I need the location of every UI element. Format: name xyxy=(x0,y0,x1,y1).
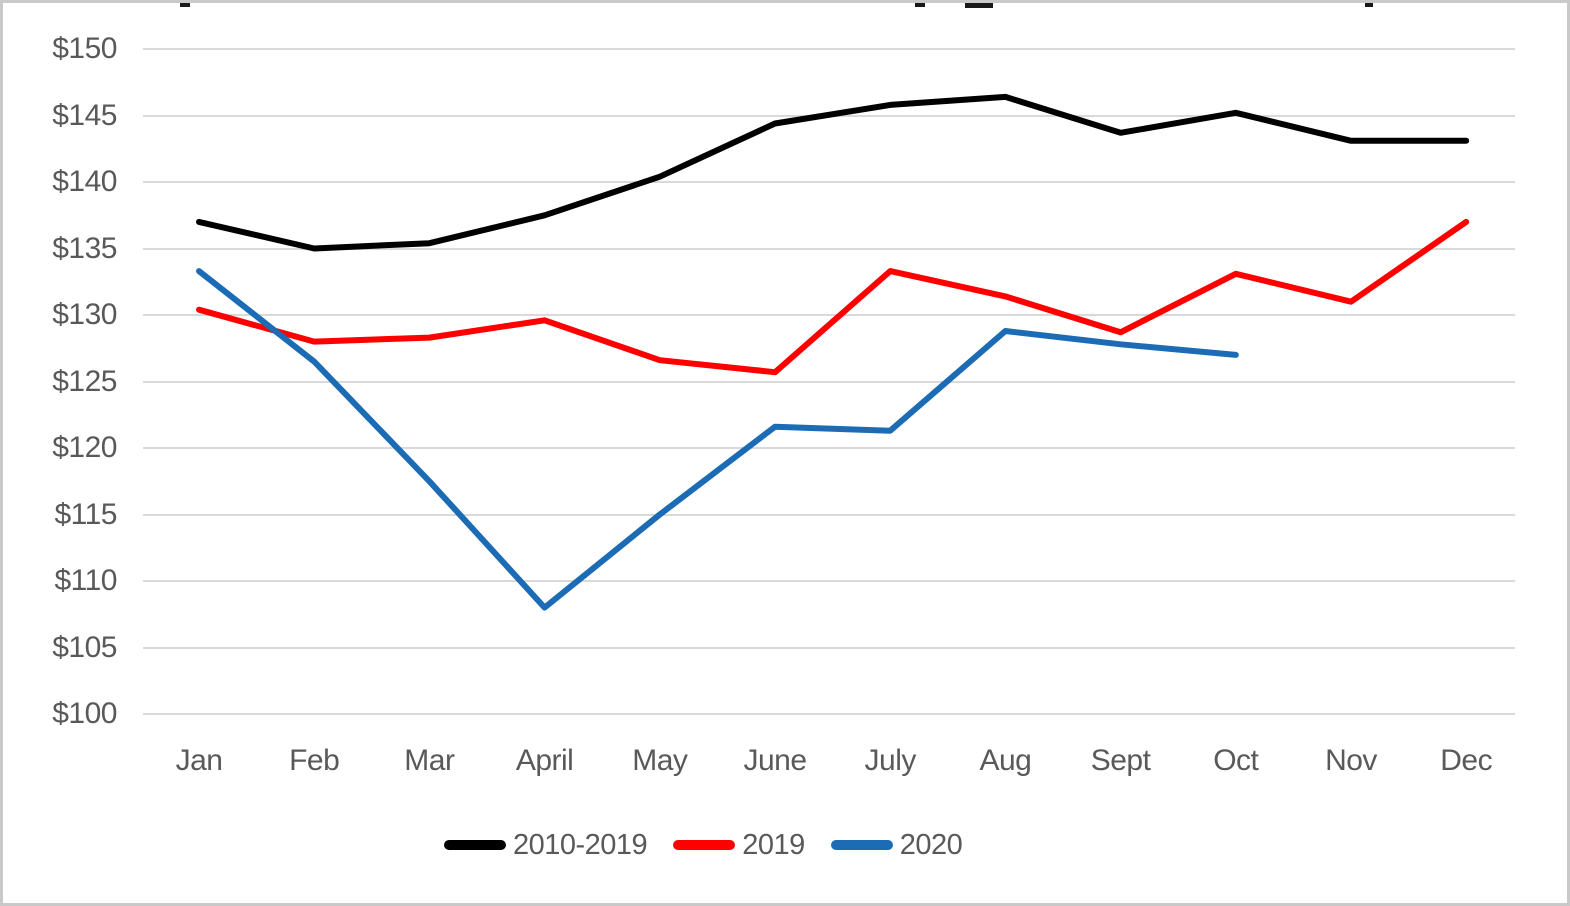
x-tick-label: Jan xyxy=(175,744,223,777)
legend-label: 2010-2019 xyxy=(513,829,648,861)
legend-swatch xyxy=(673,840,736,850)
gridline xyxy=(143,380,1515,383)
x-tick-label: April xyxy=(515,744,574,777)
y-tick-label: $130 xyxy=(52,298,117,331)
legend-item-2010-2019: 2010-2019 xyxy=(444,829,648,861)
legend-swatch xyxy=(444,840,506,850)
gridline xyxy=(143,48,1515,50)
gridline xyxy=(143,513,1515,516)
x-tick-label: Oct xyxy=(1213,744,1259,777)
cropped-title-fragment xyxy=(915,3,925,7)
gridline xyxy=(143,314,1515,316)
x-tick-label: Feb xyxy=(289,744,340,777)
y-tick-label: $115 xyxy=(54,497,117,531)
cropped-title-fragment xyxy=(180,3,190,7)
series-line-2010-2019 xyxy=(196,93,1470,252)
x-tick-label: July xyxy=(864,744,917,777)
y-tick-label: $150 xyxy=(52,32,117,65)
gridline xyxy=(143,580,1515,582)
cropped-title-fragment xyxy=(965,3,993,8)
x-tick-label: May xyxy=(632,744,688,777)
legend: 2010-2019 2019 2020 xyxy=(444,830,988,860)
y-tick-label: $135 xyxy=(52,231,117,265)
x-tick-label: Sept xyxy=(1090,744,1151,777)
legend-swatch xyxy=(830,840,893,850)
series-line-2019 xyxy=(196,218,1470,376)
gridline xyxy=(143,181,1515,183)
x-tick-label: Dec xyxy=(1440,744,1493,777)
legend-item-2020: 2020 xyxy=(830,829,963,861)
cropped-title-fragment xyxy=(1365,3,1373,7)
gridline xyxy=(143,447,1515,449)
legend-item-2019: 2019 xyxy=(673,830,805,860)
legend-label: 2020 xyxy=(899,829,963,861)
legend-label: 2019 xyxy=(742,829,805,861)
plot-area xyxy=(196,93,1470,611)
gridline xyxy=(143,247,1515,250)
y-tick-label: $110 xyxy=(54,564,117,597)
y-tick-label: $100 xyxy=(52,697,117,730)
x-tick-label: Mar xyxy=(404,744,455,777)
x-tick-label: Aug xyxy=(979,744,1032,777)
y-tick-label: $120 xyxy=(52,431,117,464)
y-tick-label: $105 xyxy=(52,630,117,664)
gridline xyxy=(143,646,1515,649)
y-tick-label: $145 xyxy=(52,98,117,132)
gridline xyxy=(143,713,1515,715)
series-line-2020 xyxy=(196,268,1239,611)
y-tick-label: $140 xyxy=(52,165,117,198)
x-tick-label: Nov xyxy=(1325,744,1377,777)
y-tick-label: $125 xyxy=(52,364,117,398)
x-tick-label: June xyxy=(743,744,807,777)
